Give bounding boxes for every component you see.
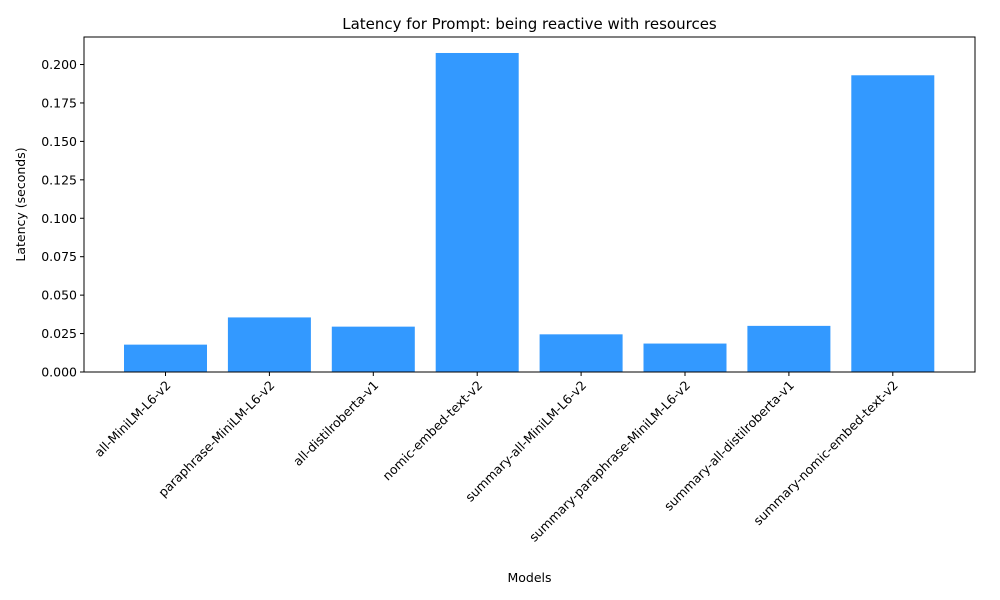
x-tick-label: nomic-embed-text-v2 [379, 378, 485, 484]
y-tick-label: 0.175 [41, 95, 77, 110]
bar-all-MiniLM-L6-v2 [124, 344, 207, 372]
y-tick-label: 0.100 [41, 211, 77, 226]
bar-summary-all-MiniLM-L6-v2 [539, 334, 623, 372]
y-tick-label: 0.075 [41, 249, 77, 264]
y-axis-label: Latency (seconds) [13, 147, 28, 261]
bar-summary-paraphrase-MiniLM-L6-v2 [643, 343, 727, 372]
bar-summary-nomic-embed-text-v2 [851, 75, 935, 373]
y-tick-label: 0.125 [41, 172, 77, 187]
bar-summary-all-distilroberta-v1 [747, 325, 831, 372]
bar-paraphrase-MiniLM-L6-v2 [227, 317, 311, 372]
x-axis-label: Models [507, 570, 551, 585]
chart-title: Latency for Prompt: being reactive with … [342, 15, 717, 33]
x-tick-label: all-distilroberta-v1 [290, 378, 381, 469]
y-tick-label: 0.200 [41, 57, 77, 72]
y-tick-label: 0.025 [41, 326, 77, 341]
x-tick-label: summary-all-MiniLM-L6-v2 [462, 378, 589, 505]
bar-all-distilroberta-v1 [331, 326, 415, 372]
x-tick-label: all-MiniLM-L6-v2 [91, 378, 173, 460]
y-tick-label: 0.050 [41, 288, 77, 303]
x-tick-label: paraphrase-MiniLM-L6-v2 [155, 378, 277, 500]
plot-frame [83, 36, 976, 373]
bars-layer [124, 52, 935, 373]
bar-nomic-embed-text-v2 [435, 52, 519, 373]
y-axis: 0.000 0.025 0.050 0.075 0.100 0.125 0.150 0.175… [41, 57, 84, 380]
y-tick-label: 0.000 [41, 365, 77, 380]
x-tick-label: summary-paraphrase-MiniLM-L6-v2 [526, 378, 693, 545]
y-tick-label: 0.150 [41, 134, 77, 149]
